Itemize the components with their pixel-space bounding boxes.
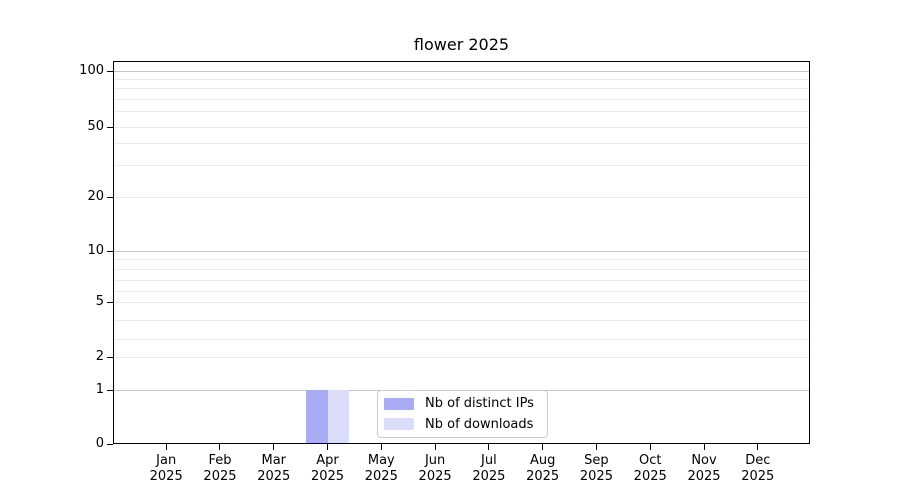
x-tick-mark bbox=[327, 444, 329, 450]
gridline-minor bbox=[114, 291, 809, 292]
x-tick-mark bbox=[434, 444, 436, 450]
x-tick-month: Aug bbox=[529, 453, 556, 468]
gridline-minor bbox=[114, 88, 809, 89]
chart-title: flower 2025 bbox=[413, 35, 510, 54]
y-tick-label: 20 bbox=[87, 189, 104, 204]
x-tick-mark bbox=[542, 444, 544, 450]
x-tick-mark bbox=[273, 444, 275, 450]
y-tick-mark bbox=[107, 444, 113, 445]
x-tick-month: Oct bbox=[638, 453, 662, 468]
gridline-minor bbox=[114, 165, 809, 166]
x-tick-month: Sep bbox=[584, 453, 609, 468]
gridline-minor bbox=[114, 259, 809, 260]
x-tick-mark bbox=[380, 444, 382, 450]
x-tick-label: Sep 2025 bbox=[564, 453, 628, 485]
y-tick-mark bbox=[107, 302, 113, 303]
gridline-major bbox=[114, 71, 809, 72]
x-tick-label: Jul 2025 bbox=[457, 453, 521, 485]
x-tick-month: Nov bbox=[691, 453, 717, 468]
x-tick-label: Jun 2025 bbox=[403, 453, 467, 485]
gridline-minor bbox=[114, 302, 809, 303]
x-tick-year: 2025 bbox=[633, 469, 667, 484]
x-tick-mark bbox=[165, 444, 167, 450]
gridline-minor bbox=[114, 339, 809, 340]
x-tick-month: Apr bbox=[316, 453, 339, 468]
x-tick-label: Nov 2025 bbox=[672, 453, 736, 485]
x-tick-mark bbox=[703, 444, 705, 450]
y-tick-mark bbox=[107, 71, 113, 72]
y-tick-label: 5 bbox=[95, 294, 104, 309]
y-tick-label: 50 bbox=[87, 119, 104, 134]
gridline-minor bbox=[114, 143, 809, 144]
x-tick-year: 2025 bbox=[364, 469, 398, 484]
y-tick-mark bbox=[107, 357, 113, 358]
plot-area bbox=[113, 61, 810, 444]
legend-item: Nb of distinct IPs bbox=[384, 395, 541, 413]
gridline-major bbox=[114, 251, 809, 252]
x-tick-label: Mar 2025 bbox=[242, 453, 306, 485]
y-tick-label: 100 bbox=[79, 63, 104, 78]
x-tick-mark bbox=[757, 444, 759, 450]
x-tick-label: Aug 2025 bbox=[511, 453, 575, 485]
gridline-minor bbox=[114, 127, 809, 128]
y-tick-mark bbox=[107, 197, 113, 198]
x-tick-year: 2025 bbox=[579, 469, 613, 484]
x-tick-year: 2025 bbox=[418, 469, 452, 484]
gridline-minor bbox=[114, 269, 809, 270]
y-tick-mark bbox=[107, 390, 113, 391]
x-tick-year: 2025 bbox=[203, 469, 237, 484]
x-tick-year: 2025 bbox=[741, 469, 775, 484]
gridline-minor bbox=[114, 320, 809, 321]
x-tick-year: 2025 bbox=[257, 469, 291, 484]
gridline-minor bbox=[114, 79, 809, 80]
x-tick-mark bbox=[219, 444, 221, 450]
y-tick-mark bbox=[107, 127, 113, 128]
legend-swatch bbox=[384, 418, 414, 431]
x-tick-mark bbox=[488, 444, 490, 450]
legend-item: Nb of downloads bbox=[384, 416, 541, 434]
y-tick-label: 10 bbox=[87, 243, 104, 258]
gridline-minor bbox=[114, 197, 809, 198]
x-tick-label: Jan 2025 bbox=[134, 453, 198, 485]
x-tick-year: 2025 bbox=[472, 469, 506, 484]
legend-label: Nb of distinct IPs bbox=[425, 396, 534, 412]
x-tick-year: 2025 bbox=[310, 469, 345, 484]
gridline-minor bbox=[114, 99, 809, 100]
x-tick-year: 2025 bbox=[149, 469, 183, 484]
gridline-minor bbox=[114, 280, 809, 281]
y-tick-label: 2 bbox=[95, 349, 104, 364]
x-tick-label: Feb 2025 bbox=[188, 453, 252, 485]
y-tick-mark bbox=[107, 251, 113, 252]
bar-nb-of-downloads bbox=[327, 390, 350, 443]
x-tick-label: Dec 2025 bbox=[726, 453, 790, 485]
legend-label: Nb of downloads bbox=[425, 416, 534, 432]
x-tick-year: 2025 bbox=[526, 469, 560, 484]
x-tick-month: Jan bbox=[156, 453, 177, 468]
legend-swatch bbox=[384, 397, 414, 410]
x-tick-year: 2025 bbox=[687, 469, 721, 484]
x-tick-mark bbox=[649, 444, 651, 450]
gridline-minor bbox=[114, 111, 809, 112]
x-tick-month: Jul bbox=[481, 453, 497, 468]
x-tick-label: Oct 2025 bbox=[618, 453, 682, 485]
x-tick-mark bbox=[595, 444, 597, 450]
gridline-minor bbox=[114, 357, 809, 358]
bar-nb-of-distinct-ips bbox=[306, 390, 328, 443]
x-tick-month: Dec bbox=[745, 453, 771, 468]
x-tick-month: Jun bbox=[424, 453, 446, 468]
y-tick-label: 1 bbox=[95, 382, 104, 397]
legend: Nb of distinct IPs Nb of downloads bbox=[377, 390, 548, 438]
x-tick-month: Mar bbox=[261, 453, 287, 468]
x-tick-label: May 2025 bbox=[349, 453, 413, 485]
x-tick-label: Apr 2025 bbox=[296, 453, 360, 485]
y-tick-label: 0 bbox=[95, 436, 104, 451]
x-tick-month: May bbox=[367, 453, 395, 468]
x-tick-month: Feb bbox=[208, 453, 232, 468]
